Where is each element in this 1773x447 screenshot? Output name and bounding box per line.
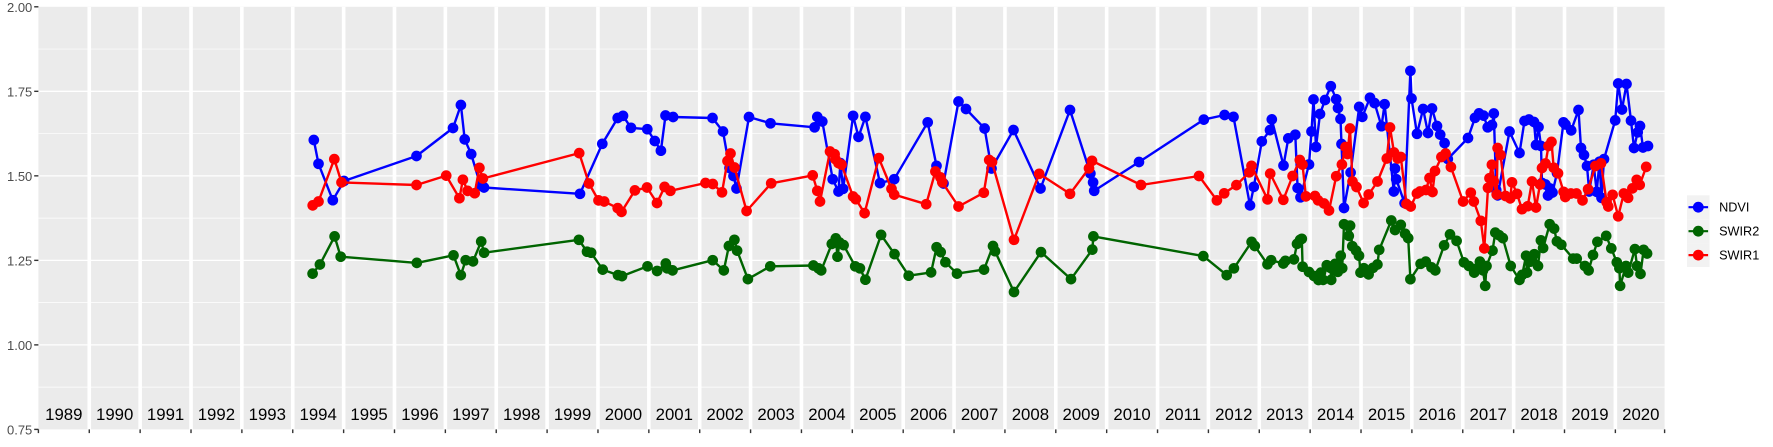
svg-text:1999: 1999: [554, 405, 591, 424]
svg-text:2006: 2006: [910, 405, 947, 424]
svg-text:SWIR1: SWIR1: [1719, 248, 1759, 262]
svg-text:2.00: 2.00: [7, 0, 32, 15]
svg-text:2000: 2000: [605, 405, 642, 424]
svg-text:1996: 1996: [401, 405, 438, 424]
svg-text:1.75: 1.75: [7, 85, 32, 100]
svg-text:2012: 2012: [1215, 405, 1252, 424]
svg-text:NDVI: NDVI: [1719, 201, 1749, 215]
svg-text:2001: 2001: [656, 405, 693, 424]
svg-text:2019: 2019: [1571, 405, 1608, 424]
svg-text:2009: 2009: [1063, 405, 1100, 424]
svg-text:2002: 2002: [706, 405, 743, 424]
svg-text:2020: 2020: [1622, 405, 1659, 424]
svg-text:2003: 2003: [757, 405, 794, 424]
svg-text:2017: 2017: [1470, 405, 1507, 424]
svg-text:2015: 2015: [1368, 405, 1405, 424]
svg-text:2016: 2016: [1419, 405, 1456, 424]
svg-text:1997: 1997: [452, 405, 489, 424]
svg-text:2011: 2011: [1165, 405, 1201, 424]
svg-text:1995: 1995: [350, 405, 387, 424]
svg-text:2008: 2008: [1012, 405, 1049, 424]
svg-text:1989: 1989: [45, 405, 82, 424]
svg-text:2005: 2005: [859, 405, 896, 424]
svg-text:1.25: 1.25: [7, 254, 32, 269]
svg-text:1991: 1991: [147, 405, 184, 424]
svg-text:2007: 2007: [961, 405, 998, 424]
svg-text:1990: 1990: [96, 405, 133, 424]
svg-text:2014: 2014: [1317, 405, 1354, 424]
svg-text:2004: 2004: [808, 405, 845, 424]
svg-text:0.75: 0.75: [7, 423, 32, 438]
svg-text:1992: 1992: [198, 405, 235, 424]
svg-text:2018: 2018: [1520, 405, 1557, 424]
svg-text:1998: 1998: [503, 405, 540, 424]
svg-text:1994: 1994: [300, 405, 337, 424]
svg-text:2013: 2013: [1266, 405, 1303, 424]
svg-text:2010: 2010: [1113, 405, 1150, 424]
svg-text:1.00: 1.00: [7, 338, 32, 353]
svg-text:SWIR2: SWIR2: [1719, 225, 1759, 239]
svg-text:1.50: 1.50: [7, 169, 32, 184]
svg-text:1993: 1993: [249, 405, 286, 424]
